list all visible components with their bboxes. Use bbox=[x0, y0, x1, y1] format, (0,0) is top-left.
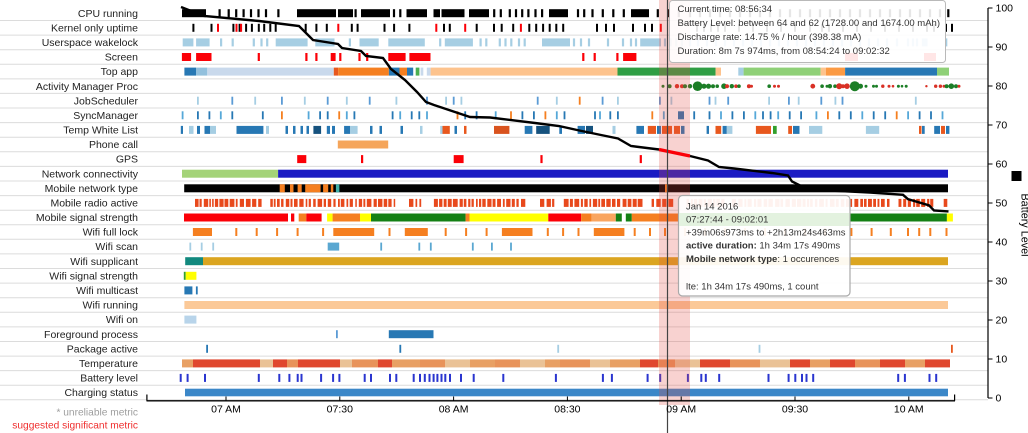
svg-text:Mobile radio active: Mobile radio active bbox=[50, 198, 138, 210]
svg-text:* unreliable metric: * unreliable metric bbox=[56, 408, 138, 419]
svg-text:Current time: 08:56:34: Current time: 08:56:34 bbox=[678, 4, 773, 15]
svg-text:Mobile signal strength: Mobile signal strength bbox=[36, 212, 138, 224]
svg-text:07:27:44 - 09:02:01: 07:27:44 - 09:02:01 bbox=[686, 215, 768, 226]
svg-text:active duration: 1h 34m 17s 49: active duration: 1h 34m 17s 490ms bbox=[686, 241, 840, 252]
svg-text:70: 70 bbox=[996, 120, 1008, 132]
svg-text:Kernel only uptime: Kernel only uptime bbox=[51, 22, 138, 34]
svg-text:GPS: GPS bbox=[116, 154, 138, 166]
svg-text:09 AM: 09 AM bbox=[666, 404, 696, 416]
svg-text:Temperature: Temperature bbox=[79, 358, 138, 370]
svg-text:Mobile network type: Mobile network type bbox=[45, 183, 139, 195]
svg-text:Package active: Package active bbox=[67, 343, 138, 355]
svg-text:Wifi multicast: Wifi multicast bbox=[76, 285, 138, 297]
svg-text:08:30: 08:30 bbox=[554, 404, 580, 416]
svg-text:Jan 14 2016: Jan 14 2016 bbox=[686, 202, 738, 213]
svg-text:80: 80 bbox=[996, 81, 1008, 93]
svg-text:Phone call: Phone call bbox=[89, 139, 138, 151]
svg-text:Network connectivity: Network connectivity bbox=[42, 168, 139, 180]
svg-text:Wifi running: Wifi running bbox=[83, 300, 139, 312]
svg-text:Top app: Top app bbox=[101, 66, 139, 78]
svg-text:Wifi full lock: Wifi full lock bbox=[83, 227, 139, 239]
svg-text:100: 100 bbox=[996, 3, 1014, 15]
svg-text:suggested significant metric: suggested significant metric bbox=[12, 421, 138, 432]
svg-text:Duration: 8m 7s 974ms, from 08: Duration: 8m 7s 974ms, from 08:54:24 to … bbox=[678, 46, 890, 57]
svg-text:90: 90 bbox=[996, 42, 1008, 54]
svg-text:SyncManager: SyncManager bbox=[73, 110, 138, 122]
svg-text:0: 0 bbox=[996, 393, 1002, 405]
svg-text:Battery level: Battery level bbox=[80, 373, 138, 385]
svg-text:Mobile network type: 1 occuren: Mobile network type: 1 occurences bbox=[686, 254, 839, 265]
svg-text:Foreground process: Foreground process bbox=[44, 329, 138, 341]
svg-text:Wifi scan: Wifi scan bbox=[95, 241, 138, 253]
svg-text:JobScheduler: JobScheduler bbox=[74, 95, 139, 107]
svg-text:Screen: Screen bbox=[105, 52, 138, 64]
svg-text:Wifi supplicant: Wifi supplicant bbox=[70, 256, 138, 268]
svg-text:CPU running: CPU running bbox=[78, 8, 138, 20]
svg-text:Temp White List: Temp White List bbox=[63, 125, 138, 137]
svg-text:07:30: 07:30 bbox=[327, 404, 353, 416]
svg-text:40: 40 bbox=[996, 237, 1008, 249]
svg-text:Wifi signal strength: Wifi signal strength bbox=[49, 270, 138, 282]
svg-text:Wifi on: Wifi on bbox=[106, 314, 138, 326]
svg-text:Discharge rate: 14.75 % / hour: Discharge rate: 14.75 % / hour (398.38 m… bbox=[678, 32, 862, 43]
svg-text:10 AM: 10 AM bbox=[894, 404, 924, 416]
svg-text:30: 30 bbox=[996, 276, 1008, 288]
svg-text:Battery Level: between 64 and: Battery Level: between 64 and 62 (1728.0… bbox=[678, 18, 941, 29]
svg-text:Activity Manager Proc: Activity Manager Proc bbox=[36, 81, 138, 93]
svg-text:10: 10 bbox=[996, 354, 1008, 366]
svg-text:07 AM: 07 AM bbox=[211, 404, 241, 416]
svg-text:09:30: 09:30 bbox=[782, 404, 808, 416]
svg-text:08 AM: 08 AM bbox=[439, 404, 469, 416]
svg-text:Userspace wakelock: Userspace wakelock bbox=[42, 37, 139, 49]
svg-text:Charging status: Charging status bbox=[64, 387, 138, 399]
svg-text:+39m06s973ms to +2h13m24s463ms: +39m06s973ms to +2h13m24s463ms bbox=[686, 228, 846, 239]
svg-text:60: 60 bbox=[996, 159, 1008, 171]
svg-text:50: 50 bbox=[996, 198, 1008, 210]
svg-text:20: 20 bbox=[996, 315, 1008, 327]
svg-text:Battery Level: Battery Level bbox=[1019, 193, 1028, 256]
svg-text:lte: 1h 34m 17s 490ms, 1 count: lte: 1h 34m 17s 490ms, 1 count bbox=[686, 282, 819, 293]
